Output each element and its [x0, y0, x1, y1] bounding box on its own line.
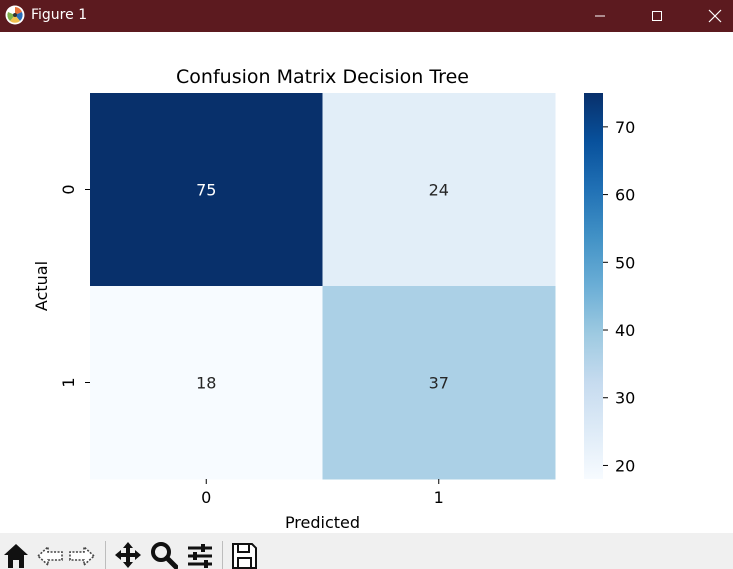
x-axis-label: Predicted: [285, 513, 360, 532]
colorbar-tick-label: 20: [615, 456, 635, 475]
colorbar: [584, 93, 603, 479]
back-icon: [36, 545, 63, 567]
matplotlib-logo-icon: [5, 5, 25, 25]
save-button[interactable]: [230, 541, 260, 569]
configure-subplots-button[interactable]: [186, 541, 216, 569]
heatmap-chart: Confusion Matrix Decision Tree 75 24 18 37 0 1…: [32, 66, 635, 532]
configure-subplots-icon: [188, 544, 212, 568]
pan-button[interactable]: [114, 541, 144, 569]
y-tick-label: 1: [59, 377, 78, 387]
zoom-icon: [151, 542, 178, 569]
colorbar-tick-label: 50: [615, 253, 635, 272]
close-button[interactable]: [692, 0, 733, 32]
zoom-button[interactable]: [150, 541, 180, 569]
pan-icon: [115, 542, 141, 568]
chart-title: Confusion Matrix Decision Tree: [176, 66, 469, 88]
heatmap-cell: [322, 286, 556, 480]
minimize-button[interactable]: [577, 0, 623, 32]
heatmap-cell: [322, 93, 556, 287]
x-tick-label: 1: [434, 488, 444, 507]
minimize-icon: [595, 15, 605, 17]
colorbar-tick-label: 30: [615, 389, 635, 408]
forward-icon: [69, 545, 96, 567]
navigation-toolbar: [0, 533, 733, 569]
heatmap-cell: [90, 286, 323, 480]
colorbar-tick-label: 40: [615, 321, 635, 340]
toolbar-separator: [105, 541, 106, 569]
figure-canvas[interactable]: Confusion Matrix Decision Tree 75 24 18 37 0 1…: [0, 32, 733, 533]
y-tick-label: 0: [59, 184, 78, 194]
home-button[interactable]: [2, 541, 32, 569]
forward-button[interactable]: [68, 541, 98, 569]
cell-annotation: 24: [429, 181, 449, 200]
cell-annotation: 18: [196, 374, 216, 393]
colorbar-tick-label: 70: [615, 118, 635, 137]
x-tick-label: 0: [201, 488, 211, 507]
cell-annotation: 37: [429, 374, 449, 393]
window-title: Figure 1: [31, 7, 88, 23]
maximize-icon: [652, 11, 662, 21]
heatmap-cell: [90, 93, 323, 287]
save-icon: [232, 543, 257, 569]
close-icon: [708, 9, 722, 23]
home-icon: [4, 544, 28, 568]
cell-annotation: 75: [196, 181, 216, 200]
maximize-button[interactable]: [634, 0, 680, 32]
back-button[interactable]: [36, 541, 66, 569]
toolbar-separator: [222, 541, 223, 569]
colorbar-tick-label: 60: [615, 186, 635, 205]
y-axis-label: Actual: [32, 261, 51, 311]
window-titlebar: Figure 1: [0, 0, 733, 32]
